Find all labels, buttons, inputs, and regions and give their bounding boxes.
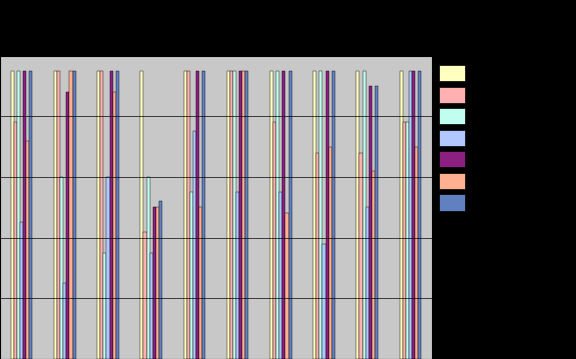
Bar bbox=[156, 207, 159, 359]
Bar bbox=[239, 71, 242, 359]
Bar bbox=[187, 71, 190, 359]
Bar bbox=[242, 71, 245, 359]
Bar bbox=[366, 207, 369, 359]
Bar bbox=[141, 71, 143, 359]
Bar bbox=[26, 141, 29, 359]
Text: 13 марта: 13 марта bbox=[475, 176, 512, 186]
Bar bbox=[372, 171, 375, 359]
Bar bbox=[359, 153, 362, 359]
Bar bbox=[190, 192, 193, 359]
Bar bbox=[70, 71, 73, 359]
Bar bbox=[329, 146, 332, 359]
Bar bbox=[150, 253, 153, 359]
Bar bbox=[230, 71, 233, 359]
Bar bbox=[282, 71, 286, 359]
Bar bbox=[113, 92, 116, 359]
Bar bbox=[14, 122, 17, 359]
Bar bbox=[54, 71, 57, 359]
Bar bbox=[276, 71, 279, 359]
Bar bbox=[403, 122, 406, 359]
Bar bbox=[184, 71, 187, 359]
Bar bbox=[57, 71, 60, 359]
Bar bbox=[409, 71, 412, 359]
Bar bbox=[107, 177, 109, 359]
Bar bbox=[103, 253, 107, 359]
Bar bbox=[20, 223, 23, 359]
Bar bbox=[60, 177, 63, 359]
Bar bbox=[289, 71, 291, 359]
Bar bbox=[202, 71, 205, 359]
Bar bbox=[245, 71, 248, 359]
Bar bbox=[109, 71, 113, 359]
Text: 8 октября: 8 октября bbox=[475, 90, 515, 99]
Bar bbox=[196, 71, 199, 359]
Bar bbox=[273, 122, 276, 359]
Bar bbox=[29, 71, 32, 359]
Bar bbox=[270, 71, 273, 359]
Text: 10 декабря: 10 декабря bbox=[475, 133, 521, 143]
Bar bbox=[63, 283, 66, 359]
Bar bbox=[325, 71, 329, 359]
Bar bbox=[199, 207, 202, 359]
Bar bbox=[153, 207, 156, 359]
Bar bbox=[233, 71, 236, 359]
Bar bbox=[357, 71, 359, 359]
Bar bbox=[415, 146, 418, 359]
Text: 16 сентября: 16 сентября bbox=[475, 69, 525, 78]
Bar bbox=[146, 177, 150, 359]
Text: 31 января: 31 января bbox=[475, 155, 516, 164]
Bar bbox=[406, 122, 409, 359]
Bar bbox=[100, 71, 103, 359]
Bar bbox=[23, 71, 26, 359]
Bar bbox=[369, 86, 372, 359]
Bar bbox=[286, 213, 289, 359]
Bar bbox=[143, 232, 146, 359]
Bar bbox=[316, 153, 319, 359]
Bar bbox=[412, 71, 415, 359]
Bar bbox=[418, 71, 421, 359]
Bar bbox=[323, 244, 325, 359]
Bar bbox=[159, 201, 162, 359]
Bar bbox=[375, 86, 378, 359]
FancyBboxPatch shape bbox=[439, 130, 465, 146]
Bar bbox=[227, 71, 230, 359]
Bar bbox=[97, 71, 100, 359]
Bar bbox=[362, 71, 366, 359]
Bar bbox=[279, 192, 282, 359]
Bar bbox=[11, 71, 14, 359]
FancyBboxPatch shape bbox=[439, 151, 465, 167]
Bar bbox=[17, 71, 20, 359]
Bar bbox=[319, 71, 323, 359]
Text: 12 ноября: 12 ноября bbox=[475, 112, 516, 121]
Bar bbox=[73, 71, 75, 359]
FancyBboxPatch shape bbox=[439, 195, 465, 210]
FancyBboxPatch shape bbox=[439, 173, 465, 189]
Bar bbox=[313, 71, 316, 359]
Bar bbox=[66, 92, 70, 359]
FancyBboxPatch shape bbox=[439, 65, 465, 81]
Bar bbox=[332, 71, 335, 359]
Bar bbox=[400, 71, 403, 359]
FancyBboxPatch shape bbox=[439, 87, 465, 103]
Bar bbox=[193, 131, 196, 359]
Bar bbox=[236, 192, 239, 359]
FancyBboxPatch shape bbox=[439, 108, 465, 125]
Text: 20 мая: 20 мая bbox=[475, 198, 502, 207]
Bar bbox=[116, 71, 119, 359]
